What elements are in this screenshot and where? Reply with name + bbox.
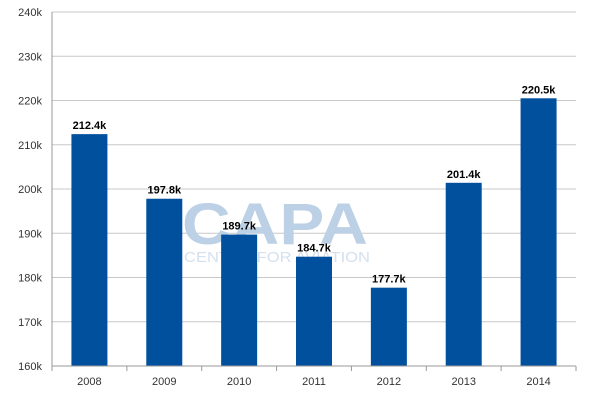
data-label: 189.7k bbox=[222, 221, 257, 233]
y-tick-label: 160k bbox=[18, 361, 42, 373]
bar-2009 bbox=[146, 198, 183, 366]
labels: 160k 170k 180k 190k 200k 210k 220k 230k 240k 212.… bbox=[18, 7, 556, 388]
y-tick-label: 190k bbox=[18, 228, 42, 240]
axes bbox=[51, 12, 577, 371]
x-tick-label: 2013 bbox=[451, 376, 475, 388]
bar-2014 bbox=[520, 98, 557, 366]
watermark-sub: CENTRE FOR AVIATION bbox=[184, 249, 370, 266]
data-label: 212.4k bbox=[73, 120, 108, 132]
y-tick-label: 180k bbox=[18, 273, 42, 285]
bar-2011 bbox=[296, 256, 332, 366]
bar-2008 bbox=[71, 134, 108, 366]
watermark-main: CAPA bbox=[182, 192, 368, 257]
gridlines bbox=[52, 11, 576, 323]
data-label: 197.8k bbox=[147, 185, 182, 197]
y-tick-label: 230k bbox=[18, 51, 42, 63]
x-tick-label: 2009 bbox=[152, 376, 176, 388]
data-label: 201.4k bbox=[447, 169, 482, 181]
bar-2012 bbox=[370, 287, 407, 366]
y-tick-label: 220k bbox=[18, 96, 42, 108]
y-tick-label: 200k bbox=[18, 184, 42, 196]
data-label: 220.5k bbox=[522, 84, 557, 96]
x-tick-label: 2008 bbox=[77, 376, 101, 388]
y-tick-label: 240k bbox=[18, 7, 42, 19]
bar-2010 bbox=[221, 234, 258, 366]
data-label: 177.7k bbox=[372, 274, 407, 286]
y-tick-label: 210k bbox=[18, 140, 42, 152]
data-label: 184.7k bbox=[297, 243, 332, 255]
bar-2013 bbox=[445, 182, 482, 366]
capa-watermark-logo: CAPA CENTRE FOR AVIATION bbox=[182, 192, 370, 266]
x-tick-label: 2012 bbox=[377, 376, 401, 388]
x-tick-label: 2014 bbox=[526, 376, 550, 388]
x-tick-label: 2010 bbox=[227, 376, 251, 388]
x-tick-label: 2011 bbox=[302, 376, 326, 388]
y-tick-label: 170k bbox=[18, 317, 42, 329]
bars bbox=[71, 98, 557, 366]
